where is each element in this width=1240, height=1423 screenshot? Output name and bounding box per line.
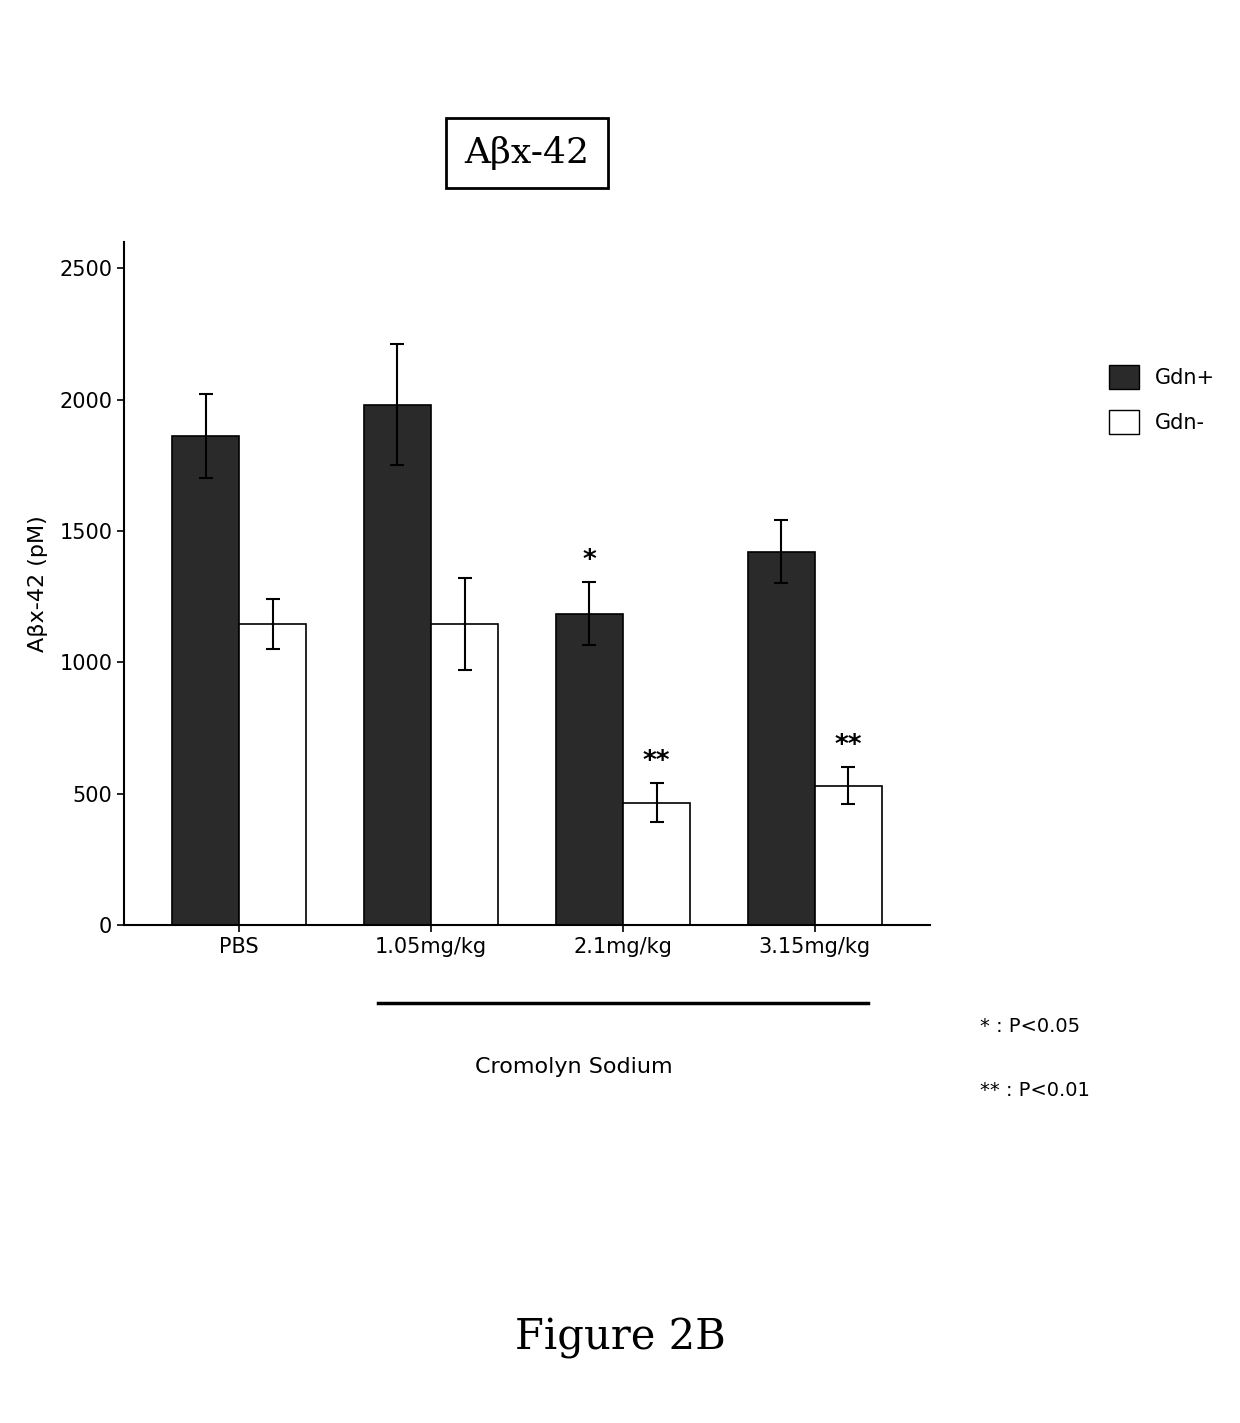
- Text: Figure 2B: Figure 2B: [515, 1316, 725, 1359]
- Text: *: *: [583, 548, 596, 575]
- Bar: [172, 437, 239, 925]
- Text: Cromolyn Sodium: Cromolyn Sodium: [475, 1057, 672, 1077]
- Bar: [239, 625, 306, 925]
- Text: **: **: [835, 733, 862, 760]
- Bar: [622, 803, 691, 925]
- Bar: [815, 785, 882, 925]
- Text: Aβx-42: Aβx-42: [465, 137, 589, 171]
- Bar: [432, 625, 498, 925]
- Bar: [363, 404, 432, 925]
- Bar: [748, 552, 815, 925]
- Y-axis label: Aβx-42 (pM): Aβx-42 (pM): [29, 515, 48, 652]
- Text: **: **: [642, 748, 671, 776]
- Text: ** : P<0.01: ** : P<0.01: [980, 1081, 1090, 1100]
- Legend: Gdn+, Gdn-: Gdn+, Gdn-: [1099, 354, 1226, 444]
- Text: * : P<0.05: * : P<0.05: [980, 1017, 1080, 1036]
- Bar: [556, 613, 622, 925]
